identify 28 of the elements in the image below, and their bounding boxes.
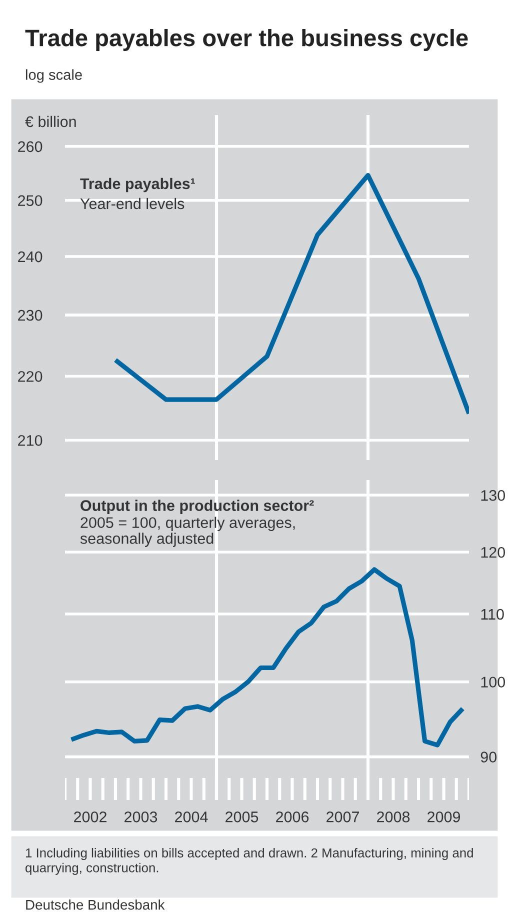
annotation: 2005 = 100, quarterly averages, seasonally adjusted xyxy=(80,516,295,547)
x-tick-label: 2004 xyxy=(175,812,208,822)
x-tick-label: 2009 xyxy=(428,812,460,822)
x-tick-label: 2007 xyxy=(326,812,359,822)
text: 1 Including liabilities on bills accepted and drawn. 2 Manufacturing, mining and quarrying, construction. xyxy=(26,848,473,875)
x-tick-label: 2005 xyxy=(226,812,258,822)
y-axis-title: € billion xyxy=(25,116,76,128)
text: Trade payables¹ xyxy=(80,178,195,192)
x-tick-label: 2003 xyxy=(124,812,158,822)
y-tick-label: 250 xyxy=(18,195,42,206)
annotation: Year-end levels xyxy=(80,198,184,210)
x-tick-label: 2008 xyxy=(377,812,410,822)
y-tick-label: 210 xyxy=(18,435,42,446)
x-tick-label: 2006 xyxy=(276,812,309,822)
y2-tick-label: 110 xyxy=(481,608,504,620)
y-tick-label: 240 xyxy=(18,251,42,262)
text: Output in the production sector² xyxy=(80,500,314,514)
y-tick-label: 230 xyxy=(18,310,42,321)
x-tick-label: 2002 xyxy=(74,812,106,822)
y2-tick-label: 90 xyxy=(480,752,497,762)
chart-subtitle: log scale xyxy=(26,69,82,83)
y-tick-label: 220 xyxy=(18,371,42,382)
y2-tick-label: 130 xyxy=(481,490,506,501)
text: Deutsche Bundesbank xyxy=(26,900,165,910)
y2-tick-label: 120 xyxy=(481,546,506,558)
chart-title: Trade payables over the business cycle xyxy=(25,28,468,52)
y-tick-label: 260 xyxy=(18,141,42,152)
y2-tick-label: 100 xyxy=(481,676,506,688)
